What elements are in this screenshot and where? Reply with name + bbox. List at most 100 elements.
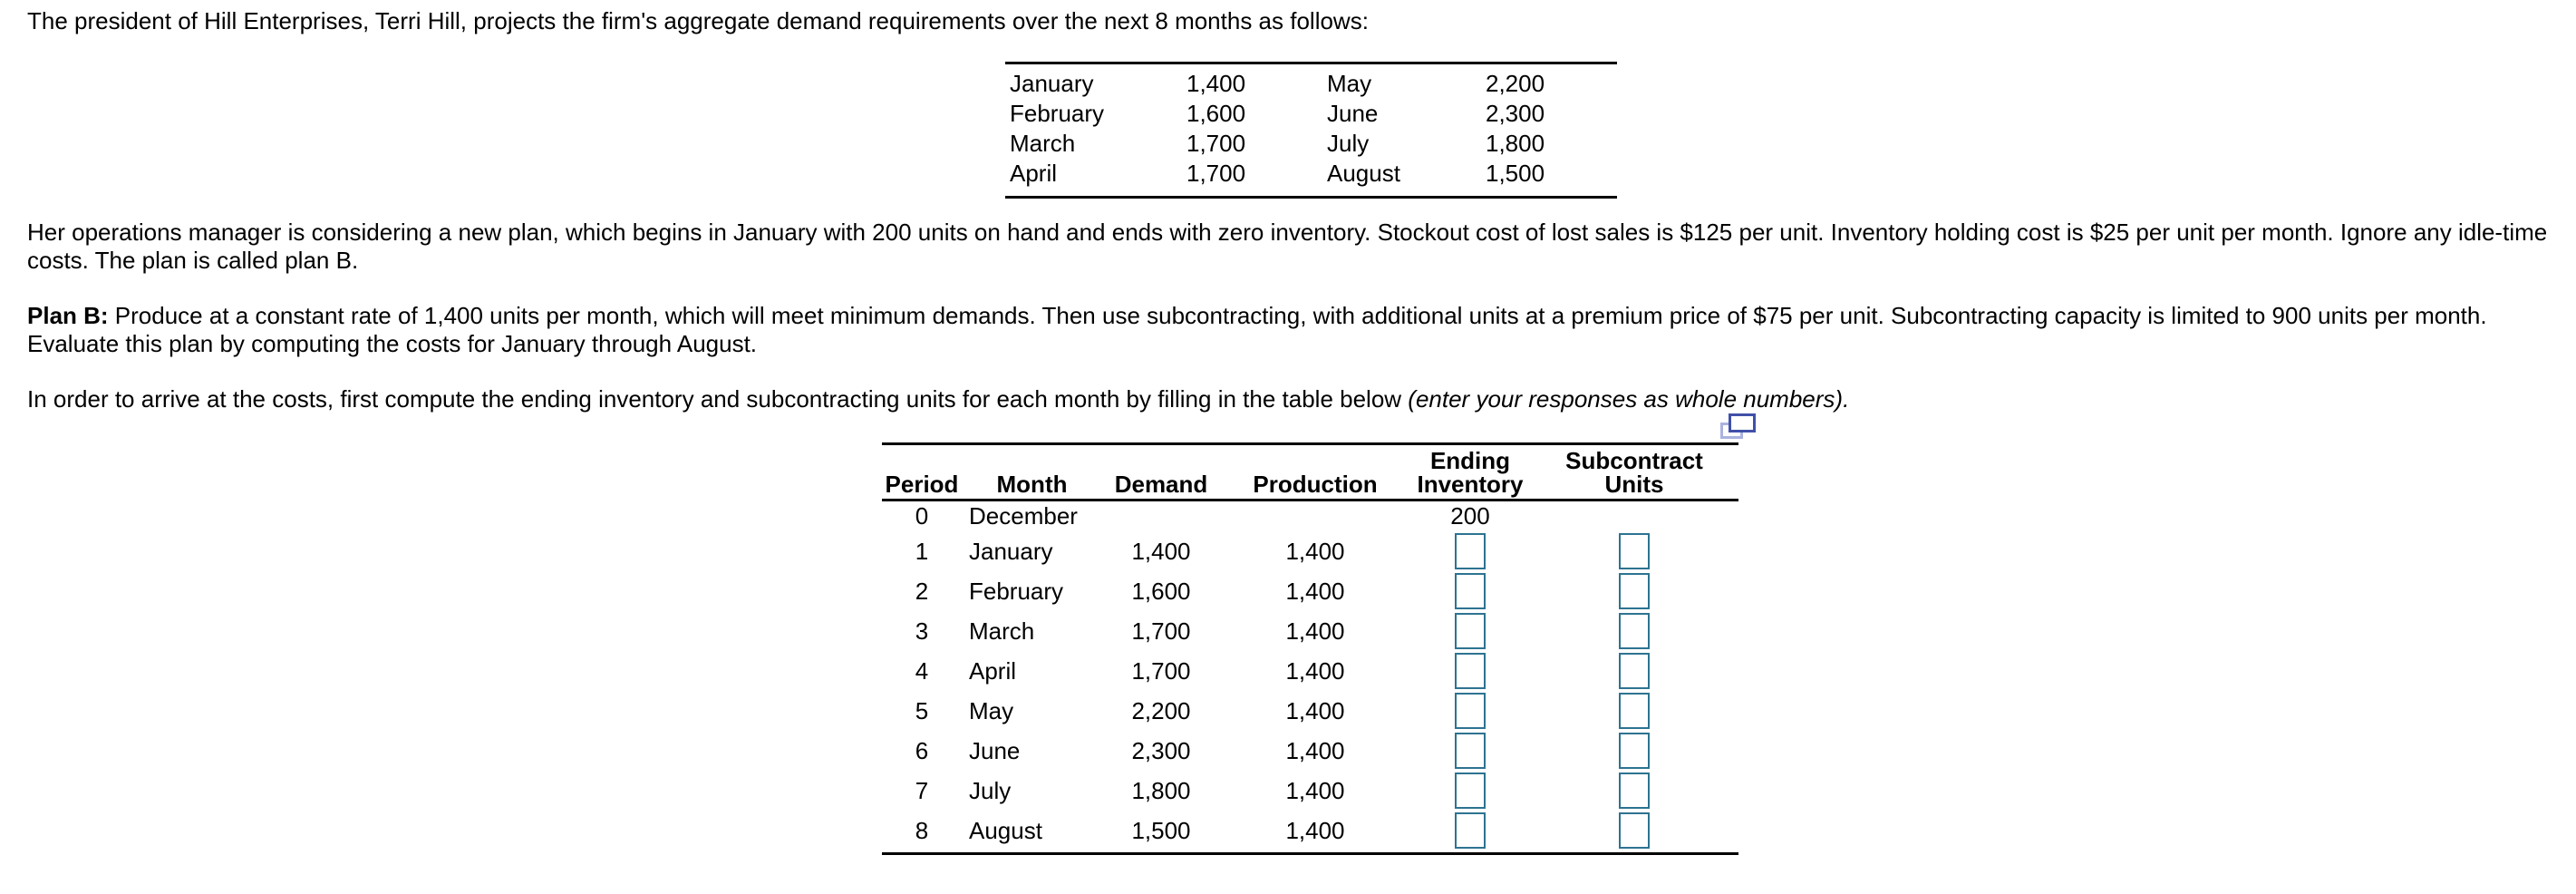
- period-value: 3: [915, 617, 929, 645]
- month-value: April: [969, 656, 1017, 685]
- header-period: Period: [885, 471, 959, 498]
- plan-b-paragraph: Plan B: Produce at a constant rate of 1,…: [27, 302, 2487, 358]
- subcontract-units-input[interactable]: [1619, 693, 1650, 729]
- answer-table-row: 3 March 1,700 1,400: [882, 611, 1738, 651]
- subcontract-units-cell: [1530, 533, 1738, 569]
- ending-inventory-input[interactable]: [1455, 653, 1486, 689]
- answer-table-row: 5 May 2,200 1,400: [882, 691, 1738, 731]
- plan-b-line1: Plan B: Produce at a constant rate of 1,…: [27, 302, 2487, 330]
- beginning-inventory-value: 200: [1450, 502, 1490, 530]
- intro-text: The president of Hill Enterprises, Terri…: [27, 7, 1369, 34]
- demand-value: 1,500: [1486, 160, 1545, 187]
- demand-value: 1,700: [1186, 160, 1246, 187]
- demand-value: 1,700: [1131, 617, 1191, 645]
- plan-description-line1: Her operations manager is considering a …: [27, 219, 2548, 246]
- answer-table-row: 4 April 1,700 1,400: [882, 651, 1738, 691]
- production-value: 1,400: [1285, 656, 1345, 685]
- subcontract-units-cell: [1530, 773, 1738, 809]
- demand-table-row: January 1,400 May 2,200: [1005, 69, 1617, 99]
- period-value: 1: [915, 537, 929, 565]
- header-production: Production: [1253, 471, 1378, 498]
- demand-value: 1,500: [1131, 816, 1191, 844]
- ending-inventory-cell: [1410, 533, 1530, 569]
- popup-window-icon-front: [1729, 413, 1756, 432]
- month-value: June: [969, 736, 1021, 764]
- ending-inventory-input[interactable]: [1455, 773, 1486, 809]
- ending-inventory-cell: [1410, 653, 1530, 689]
- production-value: 1,400: [1285, 816, 1345, 844]
- demand-value: 2,300: [1131, 736, 1191, 764]
- demand-value: 2,200: [1486, 70, 1545, 97]
- subcontract-units-input[interactable]: [1619, 573, 1650, 609]
- plan-description-paragraph: Her operations manager is considering a …: [27, 219, 2547, 275]
- ending-inventory-input[interactable]: [1455, 533, 1486, 569]
- instruction-normal: In order to arrive at the costs, first c…: [27, 385, 1409, 413]
- demand-value: 1,800: [1486, 130, 1545, 157]
- period-value: 5: [915, 696, 929, 724]
- production-value: 1,400: [1285, 736, 1345, 764]
- plan-b-answer-table: Period Month Demand Production Ending In…: [882, 442, 1738, 855]
- ending-inventory-input[interactable]: [1455, 693, 1486, 729]
- demand-value: 1,400: [1186, 70, 1246, 97]
- demand-value: 2,200: [1131, 696, 1191, 724]
- month-value: May: [969, 696, 1014, 724]
- ending-inventory-cell: [1410, 613, 1530, 649]
- period-value: 0: [915, 502, 929, 530]
- instruction-italic: (enter your responses as whole numbers).: [1408, 385, 1850, 413]
- answer-table-row: 7 July 1,800 1,400: [882, 771, 1738, 811]
- demand-value: 2,300: [1486, 100, 1545, 127]
- demand-month: February: [1010, 100, 1105, 127]
- production-value: 1,400: [1285, 617, 1345, 645]
- period-value: 6: [915, 736, 929, 764]
- demand-value: 1,800: [1131, 776, 1191, 804]
- production-value: 1,400: [1285, 776, 1345, 804]
- header-subcontract-units: Subcontract Units: [1565, 447, 1703, 498]
- subcontract-units-input[interactable]: [1619, 812, 1650, 849]
- ending-inventory-cell: [1410, 773, 1530, 809]
- ending-inventory-cell: [1410, 733, 1530, 769]
- plan-b-line1-rest: Produce at a constant rate of 1,400 unit…: [108, 302, 2487, 329]
- demand-value: 1,600: [1131, 577, 1191, 605]
- production-value: 1,400: [1285, 696, 1345, 724]
- answer-table-row: 2 February 1,600 1,400: [882, 571, 1738, 611]
- subcontract-units-cell: [1530, 653, 1738, 689]
- subcontract-units-input[interactable]: [1619, 653, 1650, 689]
- aggregate-demand-table: January 1,400 May 2,200 February 1,600 June 2,3…: [1005, 62, 1617, 199]
- demand-value: 1,700: [1186, 130, 1246, 157]
- period-value: 4: [915, 656, 929, 685]
- demand-month: May: [1327, 70, 1372, 97]
- subcontract-units-input[interactable]: [1619, 533, 1650, 569]
- demand-month: January: [1010, 70, 1094, 97]
- subcontract-units-input[interactable]: [1619, 613, 1650, 649]
- demand-table-row: February 1,600 June 2,300: [1005, 99, 1617, 129]
- ending-inventory-input[interactable]: [1455, 613, 1486, 649]
- period-value: 7: [915, 776, 929, 804]
- ending-inventory-cell: [1410, 693, 1530, 729]
- popup-window-icon[interactable]: [1720, 413, 1758, 442]
- month-value: July: [969, 776, 1012, 804]
- demand-month: March: [1010, 130, 1076, 157]
- ending-inventory-input[interactable]: [1455, 573, 1486, 609]
- production-value: 1,400: [1285, 537, 1345, 565]
- ending-inventory-input[interactable]: [1455, 733, 1486, 769]
- plan-description-line2: costs. The plan is called plan B.: [27, 247, 359, 274]
- demand-month: July: [1327, 130, 1370, 157]
- header-month: Month: [996, 471, 1068, 498]
- demand-value: 1,400: [1131, 537, 1191, 565]
- ending-inventory-input[interactable]: [1455, 812, 1486, 849]
- demand-month: August: [1327, 160, 1400, 187]
- month-value: January: [969, 537, 1053, 565]
- plan-b-label: Plan B:: [27, 302, 109, 329]
- demand-value: 1,700: [1131, 656, 1191, 685]
- month-value: March: [969, 617, 1035, 645]
- plan-b-line2: Evaluate this plan by computing the cost…: [27, 330, 758, 357]
- subcontract-units-cell: [1530, 573, 1738, 609]
- answer-table-row: 8 August 1,500 1,400: [882, 811, 1738, 850]
- subcontract-units-input[interactable]: [1619, 733, 1650, 769]
- subcontract-units-input[interactable]: [1619, 773, 1650, 809]
- demand-table-row: April 1,700 August 1,500: [1005, 159, 1617, 189]
- subcontract-units-cell: [1530, 733, 1738, 769]
- subcontract-units-cell: [1530, 812, 1738, 849]
- ending-inventory-cell: [1410, 573, 1530, 609]
